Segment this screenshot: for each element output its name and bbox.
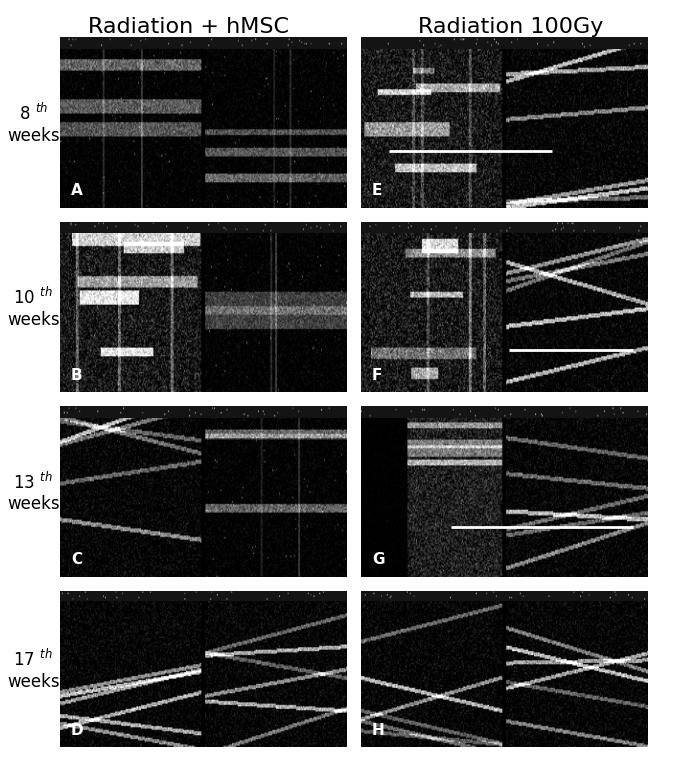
- Text: D: D: [71, 724, 83, 738]
- Text: E: E: [372, 184, 382, 198]
- Text: 13 $^{th}$
weeks: 13 $^{th}$ weeks: [7, 471, 60, 513]
- Text: A: A: [71, 184, 83, 198]
- Text: 8 $^{th}$
weeks: 8 $^{th}$ weeks: [7, 103, 60, 145]
- Text: H: H: [372, 724, 385, 738]
- Text: 10 $^{th}$
weeks: 10 $^{th}$ weeks: [7, 287, 60, 329]
- Text: C: C: [71, 552, 82, 567]
- Text: G: G: [372, 552, 384, 567]
- Text: F: F: [372, 368, 382, 383]
- Text: Radiation 100Gy: Radiation 100Gy: [419, 17, 603, 37]
- Text: 17 $^{th}$
weeks: 17 $^{th}$ weeks: [7, 649, 60, 691]
- Text: Radiation + hMSC: Radiation + hMSC: [88, 17, 290, 37]
- Text: B: B: [71, 368, 83, 383]
